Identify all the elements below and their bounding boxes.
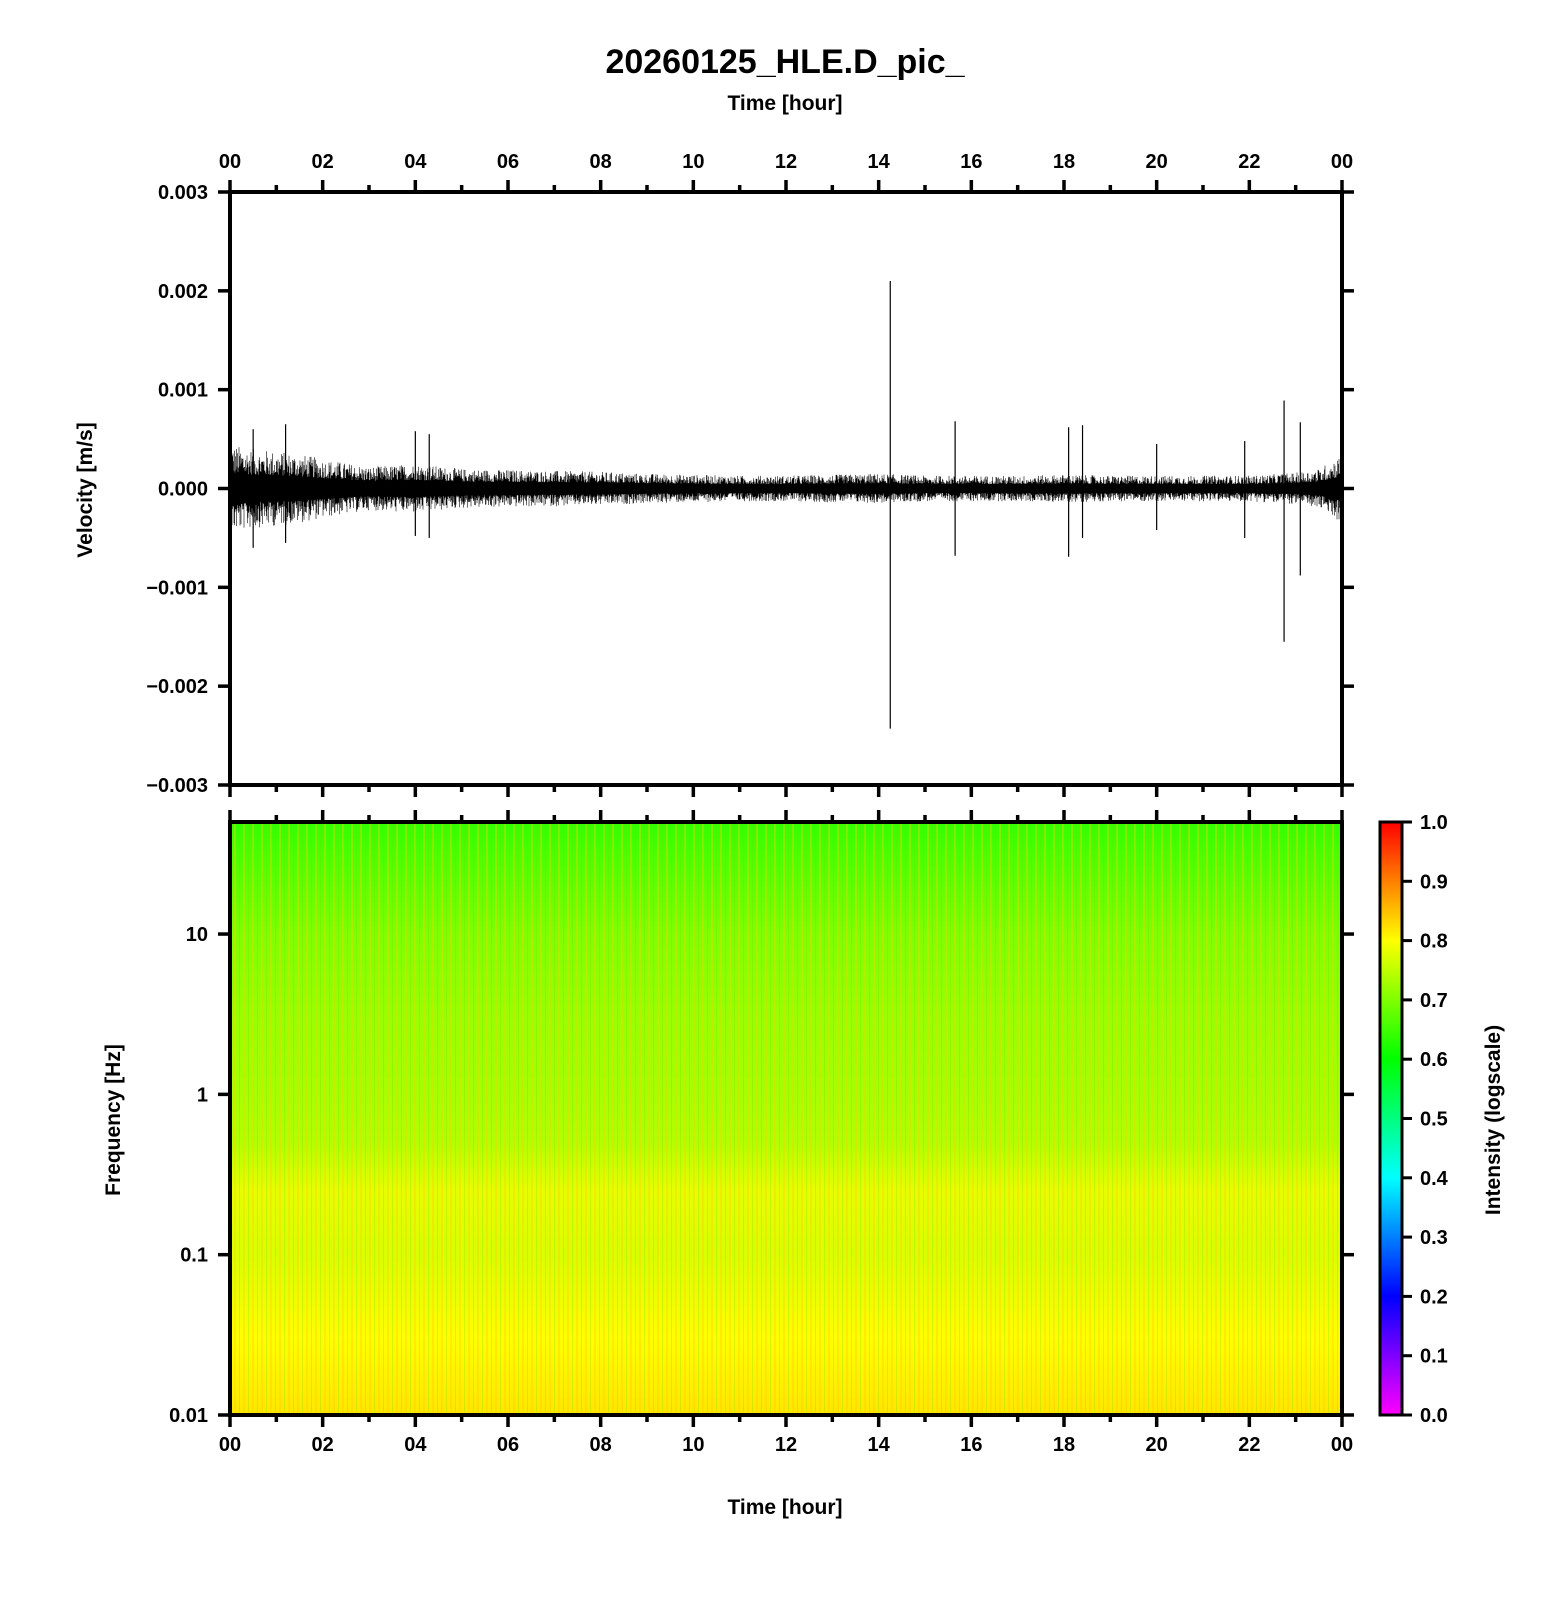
- spectrogram-xtick-label-bottom: 08: [590, 1434, 612, 1456]
- waveform-ytick-label: −0.002: [146, 676, 208, 698]
- spectrogram-xtick-label-bottom: 00: [1331, 1434, 1353, 1456]
- spectrogram-ytick-label: 1: [197, 1084, 208, 1106]
- colorbar-ticks: 1.0 0.9 0.8 0.7 0.6 0.5 0.4 0.3 0.2 0.1 0.0: [1402, 812, 1449, 1427]
- waveform-xtick-label-top: 08: [590, 151, 612, 173]
- spectrogram-axes: 00 02 04 06 08 10 12 14 16 18 20 22 00 10 1 0.1 0.01: [169, 810, 1354, 1456]
- spectrogram-panel: Time [hour] Frequency [Hz] 00 02 04 06 08 10 1…: [102, 810, 1354, 1519]
- spectrogram-xtick-label-bottom: 12: [775, 1434, 797, 1456]
- spectrogram-xtick-label-bottom: 18: [1053, 1434, 1075, 1456]
- colorbar-tick-label: 0.1: [1420, 1346, 1448, 1368]
- colorbar-tick-label: 0.4: [1420, 1168, 1449, 1190]
- colorbar-label: Intensity (logscale): [1482, 1025, 1505, 1215]
- colorbar-tick-label: 0.0: [1420, 1405, 1448, 1427]
- spectrogram-xtick-label-bottom: 10: [682, 1434, 704, 1456]
- waveform-plot-area: [229, 280, 1343, 729]
- colorbar-tick-label: 0.9: [1420, 871, 1448, 893]
- spectrogram-ytick-label: 10: [186, 924, 208, 946]
- waveform-xtick-label-top: 00: [219, 151, 241, 173]
- waveform-xtick-label-top: 04: [404, 151, 427, 173]
- waveform-ytick-label: 0.002: [158, 281, 208, 303]
- waveform-xtick-label-top: 02: [312, 151, 334, 173]
- spectrogram-texture: [230, 822, 1342, 1415]
- waveform-ytick-label: 0.003: [158, 182, 208, 204]
- waveform-trace: [229, 447, 1343, 533]
- spectrogram-ytick-label: 0.01: [169, 1405, 208, 1427]
- spectrogram-y-axis-label: Frequency [Hz]: [102, 1044, 125, 1196]
- spectrogram-xtick-label-bottom: 02: [312, 1434, 334, 1456]
- colorbar-tick-label: 0.5: [1420, 1109, 1448, 1131]
- spectrogram-xtick-label-bottom: 04: [404, 1434, 427, 1456]
- waveform-xtick-label-top: 22: [1238, 151, 1260, 173]
- waveform-xtick-label-top: 10: [682, 151, 704, 173]
- waveform-y-axis-label: Velocity [m/s]: [74, 422, 97, 557]
- colorbar: 1.0 0.9 0.8 0.7 0.6 0.5 0.4 0.3 0.2 0.1 0.0 Intens…: [1378, 812, 1505, 1427]
- spectrogram-xtick-label-bottom: 06: [497, 1434, 519, 1456]
- waveform-xtick-label-top: 20: [1146, 151, 1168, 173]
- spectrogram-ytick-label: 0.1: [180, 1245, 208, 1267]
- waveform-ytick-label: 0.000: [158, 479, 208, 501]
- colorbar-tick-label: 0.7: [1420, 990, 1448, 1012]
- colorbar-tick-label: 0.6: [1420, 1049, 1448, 1071]
- spectrogram-xtick-label-bottom: 14: [868, 1434, 891, 1456]
- colorbar-tick-label: 0.8: [1420, 931, 1448, 953]
- spectrogram-x-axis-label: Time [hour]: [727, 1496, 842, 1519]
- colorbar-tick-label: 1.0: [1420, 812, 1448, 834]
- colorbar-gradient: [1378, 820, 1404, 1417]
- waveform-xtick-label-top: 14: [868, 151, 891, 173]
- spectrogram-xtick-label-bottom: 20: [1146, 1434, 1168, 1456]
- chart-title: 20260125_HLE.D_pic_: [605, 43, 965, 81]
- spectrogram-xtick-label-bottom: 00: [219, 1434, 241, 1456]
- waveform-xtick-label-top: 00: [1331, 151, 1353, 173]
- spectrogram-xtick-label-bottom: 16: [960, 1434, 982, 1456]
- waveform-ytick-label: −0.001: [146, 577, 208, 599]
- spectrogram-xtick-label-bottom: 22: [1238, 1434, 1260, 1456]
- waveform-ytick-label: −0.003: [146, 775, 208, 797]
- waveform-axes: 00 02 04 06 08 10 12 14 16 18 20 22 00 0.003 0.002 0.00…: [146, 151, 1354, 797]
- waveform-xtick-label-top: 18: [1053, 151, 1075, 173]
- waveform-top-x-axis-label: Time [hour]: [727, 92, 842, 115]
- waveform-panel: Time [hour] Velocity [m/s] 00 02 04 06 08 10 1…: [74, 92, 1354, 797]
- waveform-xtick-label-top: 16: [960, 151, 982, 173]
- colorbar-tick-label: 0.2: [1420, 1286, 1448, 1308]
- waveform-ytick-label: 0.001: [158, 380, 208, 402]
- waveform-xtick-label-top: 06: [497, 151, 519, 173]
- colorbar-tick-label: 0.3: [1420, 1227, 1448, 1249]
- waveform-xtick-label-top: 12: [775, 151, 797, 173]
